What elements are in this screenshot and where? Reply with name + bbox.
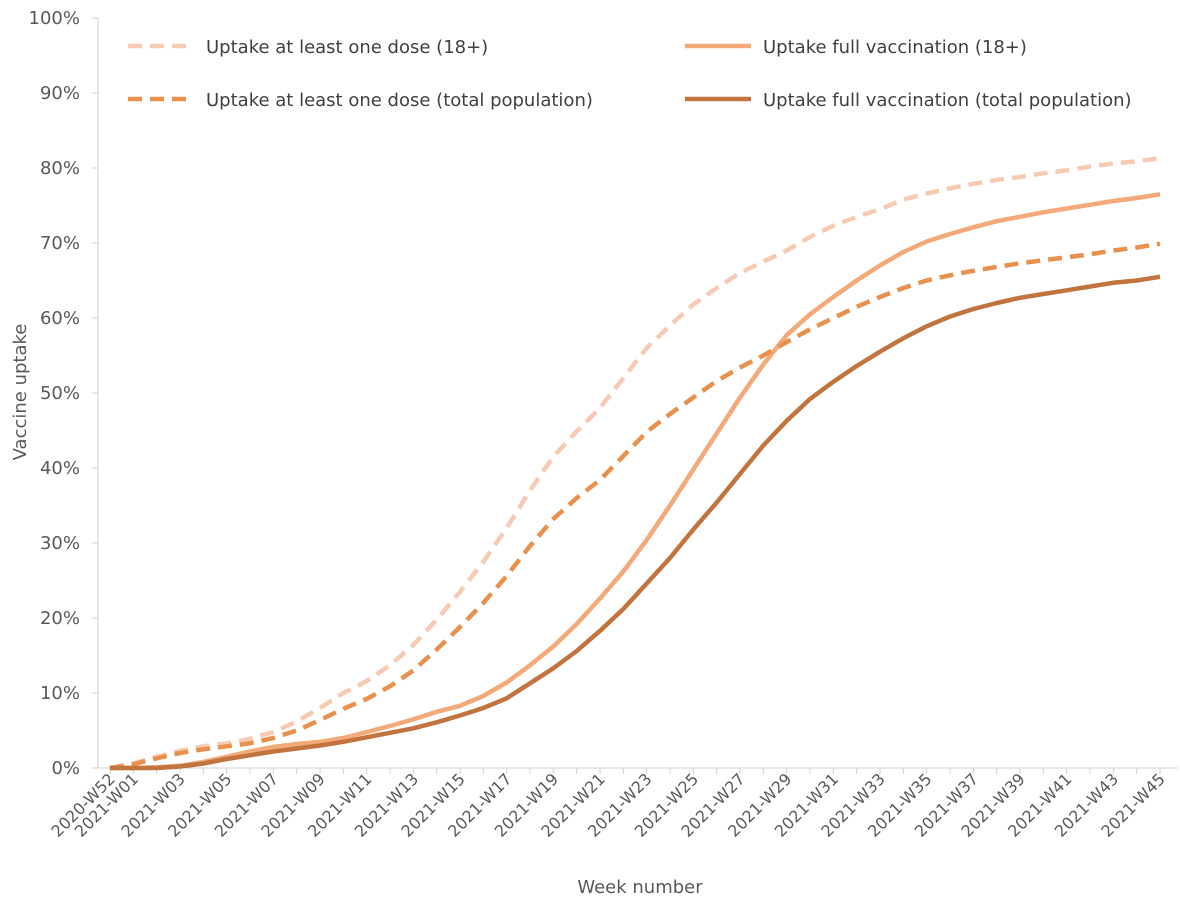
legend-label-2: Uptake full vaccination (18+) <box>763 37 1027 58</box>
y-tick-label: 50% <box>40 383 80 404</box>
y-tick-label: 100% <box>29 8 80 29</box>
x-axis: 2020-W522021-W012021-W032021-W052021-W07… <box>47 767 1178 841</box>
y-tick-label: 30% <box>40 533 80 554</box>
y-tick-label: 70% <box>40 233 80 254</box>
legend-label-1: Uptake at least one dose (18+) <box>206 37 488 58</box>
y-tick-label: 60% <box>40 308 80 329</box>
y-tick-label: 80% <box>40 158 80 179</box>
y-tick-label: 10% <box>40 683 80 704</box>
y-tick-label: 20% <box>40 608 80 629</box>
series-line-1 <box>109 156 1161 771</box>
y-axis: 0% 10% 20% 30% 40% 50% 60% 70% 80% 90% 100% <box>29 8 99 779</box>
x-axis-title: Week number <box>577 877 703 898</box>
series-line-3 <box>109 241 1161 771</box>
series-line-2 <box>110 192 1161 771</box>
series-line-4 <box>110 274 1161 771</box>
series-layer <box>109 156 1161 771</box>
legend: Uptake at least one dose (18+) Uptake ful… <box>128 37 1132 111</box>
y-axis-title: Vaccine uptake <box>10 324 31 461</box>
y-tick-label: 0% <box>51 758 80 779</box>
y-tick-label: 40% <box>40 458 80 479</box>
legend-label-4: Uptake full vaccination (total populatio… <box>763 90 1132 111</box>
legend-label-3: Uptake at least one dose (total populati… <box>206 90 593 111</box>
y-tick-label: 90% <box>40 83 80 104</box>
